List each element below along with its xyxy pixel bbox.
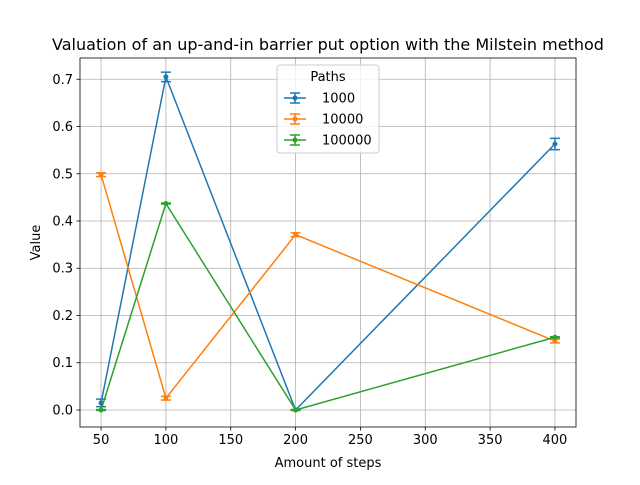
series-line-10000 <box>100 174 556 400</box>
legend-box <box>276 64 380 154</box>
legend-title: Paths <box>310 70 346 85</box>
data-point <box>163 74 169 80</box>
chart-title: Valuation of an up-and-in barrier put op… <box>52 35 604 54</box>
legend: Paths 1000 10000 100000 <box>276 64 380 154</box>
y-tick-label: 0.0 <box>52 403 73 418</box>
y-tick-label: 0.5 <box>52 167 73 182</box>
x-tick-label: 100 <box>153 433 178 448</box>
series-line-1000 <box>100 74 556 412</box>
legend-swatch-marker <box>292 137 298 143</box>
series-10000 <box>96 172 560 401</box>
legend-swatch-marker <box>292 116 298 122</box>
series-100000 <box>96 201 560 413</box>
series-1000 <box>96 71 560 413</box>
x-tick-label: 150 <box>218 433 243 448</box>
x-axis-label: Amount of steps <box>275 456 382 471</box>
series-group <box>96 71 560 413</box>
x-tick-label: 50 <box>93 433 110 448</box>
legend-items: 1000 10000 100000 <box>284 92 372 149</box>
data-point <box>293 232 299 238</box>
data-point <box>552 334 558 340</box>
y-tick-label: 0.1 <box>52 356 73 371</box>
axis-ticks: 50 100 150 200 250 300 350 400 0.0 0.1 0.2 0.3 0.4 0.… <box>52 73 567 448</box>
y-tick-label: 0.4 <box>52 215 73 230</box>
y-axis-label: Value <box>29 225 44 261</box>
legend-item-10000: 10000 <box>284 113 363 128</box>
data-point <box>552 338 558 344</box>
legend-label: 100000 <box>322 134 372 149</box>
y-tick-label: 0.3 <box>52 262 73 277</box>
x-tick-label: 350 <box>478 433 503 448</box>
data-point <box>552 141 558 147</box>
data-point <box>163 201 169 207</box>
data-point <box>163 395 169 401</box>
series-line-100000 <box>100 201 556 411</box>
legend-item-1000: 1000 <box>284 92 355 107</box>
y-tick-label: 0.2 <box>52 309 73 324</box>
legend-swatch-marker <box>292 95 298 101</box>
x-tick-label: 200 <box>283 433 308 448</box>
y-tick-label: 0.6 <box>52 120 73 135</box>
x-tick-label: 300 <box>413 433 438 448</box>
x-tick-label: 400 <box>543 433 568 448</box>
legend-label: 1000 <box>322 92 355 107</box>
data-point <box>98 407 104 413</box>
legend-item-100000: 100000 <box>284 134 372 149</box>
x-tick-label: 250 <box>348 433 373 448</box>
plot-frame <box>79 57 577 428</box>
y-tick-label: 0.7 <box>52 73 73 88</box>
data-point <box>293 407 299 413</box>
legend-label: 10000 <box>322 113 363 128</box>
data-point <box>98 172 104 178</box>
